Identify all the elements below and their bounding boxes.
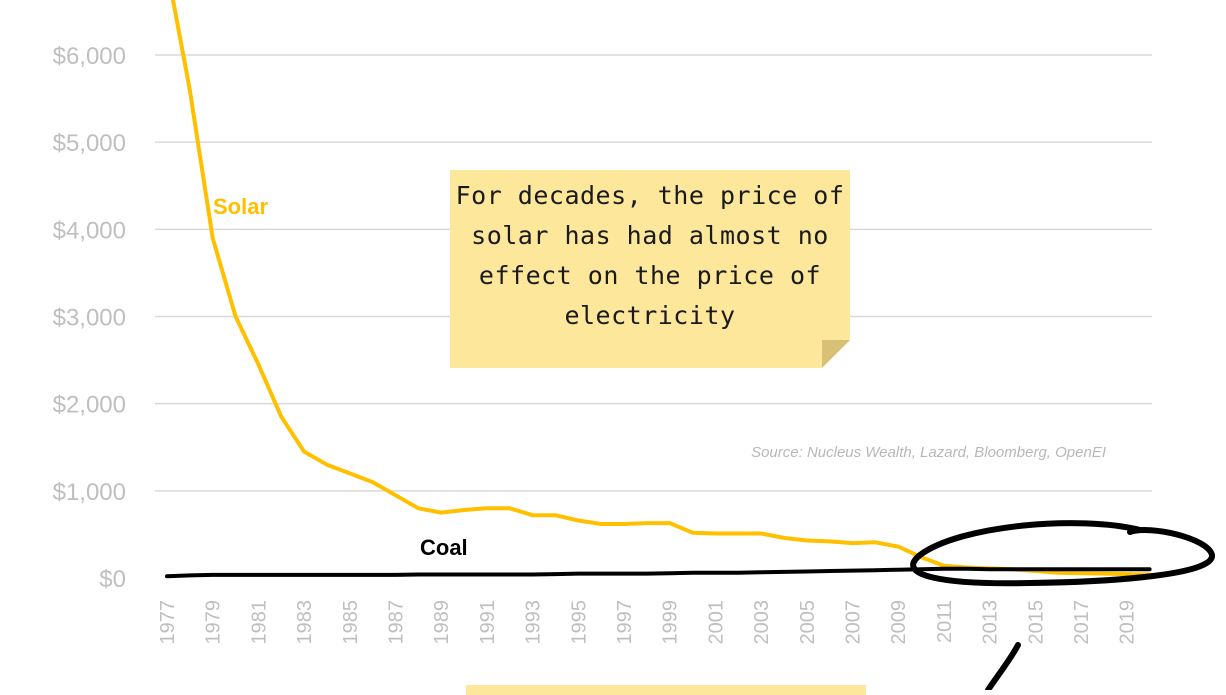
x-tick-label: 2005 — [797, 600, 819, 645]
x-tick-label: 2007 — [843, 600, 865, 645]
annotation-note — [450, 170, 850, 368]
y-tick-label: $0 — [99, 566, 126, 593]
x-axis-tick-labels: 1977 1979 1981 1983 1985 1987 1989 1991 1993 1995… — [157, 600, 1139, 645]
y-tick-label: $3,000 — [53, 305, 126, 332]
x-tick-label: 1979 — [203, 600, 225, 645]
y-tick-label: $1,000 — [53, 479, 126, 506]
x-tick-label: 1983 — [294, 600, 316, 645]
x-tick-label: 2019 — [1117, 600, 1139, 645]
x-tick-label: 1993 — [523, 600, 545, 645]
x-tick-label: 2003 — [751, 600, 773, 645]
solar-series-label: Solar — [213, 194, 268, 219]
y-tick-label: $5,000 — [53, 130, 126, 157]
x-tick-label: 2015 — [1025, 600, 1047, 645]
y-tick-label: $6,000 — [53, 43, 126, 70]
annotation-text: For decades, the price of solar has had … — [455, 181, 845, 330]
x-tick-label: 2001 — [705, 600, 727, 645]
x-tick-label: 1995 — [568, 600, 590, 645]
x-tick-label: 1981 — [248, 600, 270, 645]
second-note-edge — [466, 685, 866, 695]
series-lines — [165, 0, 1152, 579]
x-tick-label: 1985 — [340, 600, 362, 645]
y-tick-label: $4,000 — [53, 217, 126, 244]
x-tick-label: 1991 — [477, 600, 499, 645]
y-axis-tick-labels: $0 $1,000 $2,000 $3,000 $4,000 $5,000 $6,000 — [53, 43, 126, 593]
source-note: Source: Nucleus Wealth, Lazard, Bloomber… — [751, 444, 1106, 461]
coal-series-label: Coal — [420, 535, 468, 560]
y-tick-label: $2,000 — [53, 392, 126, 419]
x-tick-label: 2009 — [888, 600, 910, 645]
x-tick-label: 2013 — [980, 600, 1002, 645]
x-tick-label: 1977 — [157, 600, 179, 645]
x-tick-label: 1987 — [386, 600, 408, 645]
coal-line — [165, 566, 1152, 579]
hand-drawn-highlight-ellipse — [910, 520, 1215, 690]
x-tick-label: 2017 — [1071, 600, 1093, 645]
x-tick-label: 1989 — [431, 600, 453, 645]
x-tick-label: 2011 — [934, 600, 956, 643]
x-tick-label: 1999 — [660, 600, 682, 645]
x-tick-label: 1997 — [614, 600, 636, 645]
